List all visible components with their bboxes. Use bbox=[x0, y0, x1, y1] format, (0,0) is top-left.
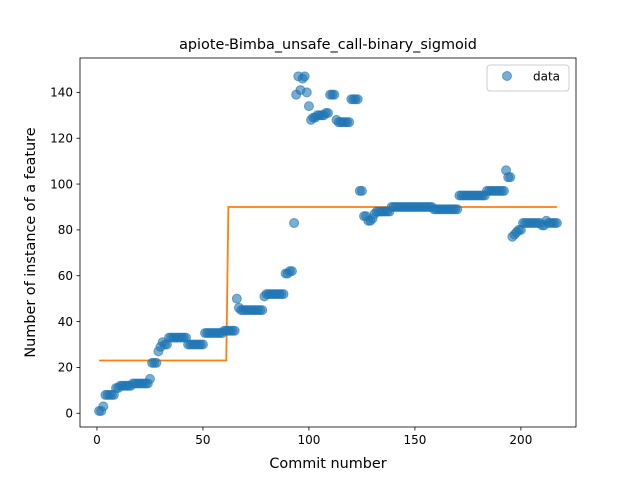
data-point bbox=[197, 339, 208, 350]
x-tick-label: 50 bbox=[195, 433, 210, 447]
data-point bbox=[329, 89, 340, 100]
data-point bbox=[151, 357, 162, 368]
data-point bbox=[498, 185, 509, 196]
data-point bbox=[344, 117, 355, 128]
data-point bbox=[551, 218, 562, 229]
data-point bbox=[257, 305, 268, 316]
data-point bbox=[299, 71, 310, 82]
y-tick-label: 0 bbox=[65, 407, 73, 421]
data-points-layer bbox=[94, 71, 562, 416]
y-axis: 0 20 40 60 80 100 120 140 bbox=[50, 86, 80, 421]
data-point bbox=[303, 101, 314, 112]
x-tick-label: 100 bbox=[297, 433, 320, 447]
x-tick-label: 0 bbox=[93, 433, 101, 447]
y-tick-label: 20 bbox=[58, 361, 73, 375]
y-tick-label: 140 bbox=[50, 86, 73, 100]
legend: data bbox=[486, 64, 570, 92]
x-tick-label: 200 bbox=[509, 433, 532, 447]
axes-frame bbox=[79, 57, 577, 428]
x-axis-label: Commit number bbox=[269, 456, 386, 472]
plot-area bbox=[79, 57, 577, 428]
data-point bbox=[231, 293, 242, 304]
data-point bbox=[301, 87, 312, 98]
data-point bbox=[356, 185, 367, 196]
x-tick-label: 150 bbox=[403, 433, 426, 447]
y-tick-label: 100 bbox=[50, 177, 73, 191]
data-point bbox=[289, 218, 300, 229]
x-axis: 0 50 100 150 200 bbox=[93, 427, 532, 447]
y-tick-label: 40 bbox=[58, 315, 73, 329]
y-tick-label: 120 bbox=[50, 132, 73, 146]
data-point bbox=[229, 325, 240, 336]
data-point bbox=[452, 204, 463, 215]
data-point bbox=[286, 266, 297, 277]
chart-title: apiote-Bimba_unsafe_call-binary_sigmoid bbox=[179, 37, 477, 53]
data-point bbox=[352, 94, 363, 105]
y-tick-label: 80 bbox=[58, 223, 73, 237]
data-point bbox=[144, 373, 155, 384]
y-tick-label: 60 bbox=[58, 269, 73, 283]
y-axis-label: Number of instance of a feature bbox=[23, 127, 39, 357]
data-point bbox=[278, 289, 289, 300]
data-point bbox=[505, 172, 516, 183]
legend-label-data: data bbox=[533, 70, 560, 84]
data-point bbox=[98, 401, 109, 412]
legend-marker-data bbox=[502, 71, 512, 81]
data-point bbox=[323, 108, 333, 119]
